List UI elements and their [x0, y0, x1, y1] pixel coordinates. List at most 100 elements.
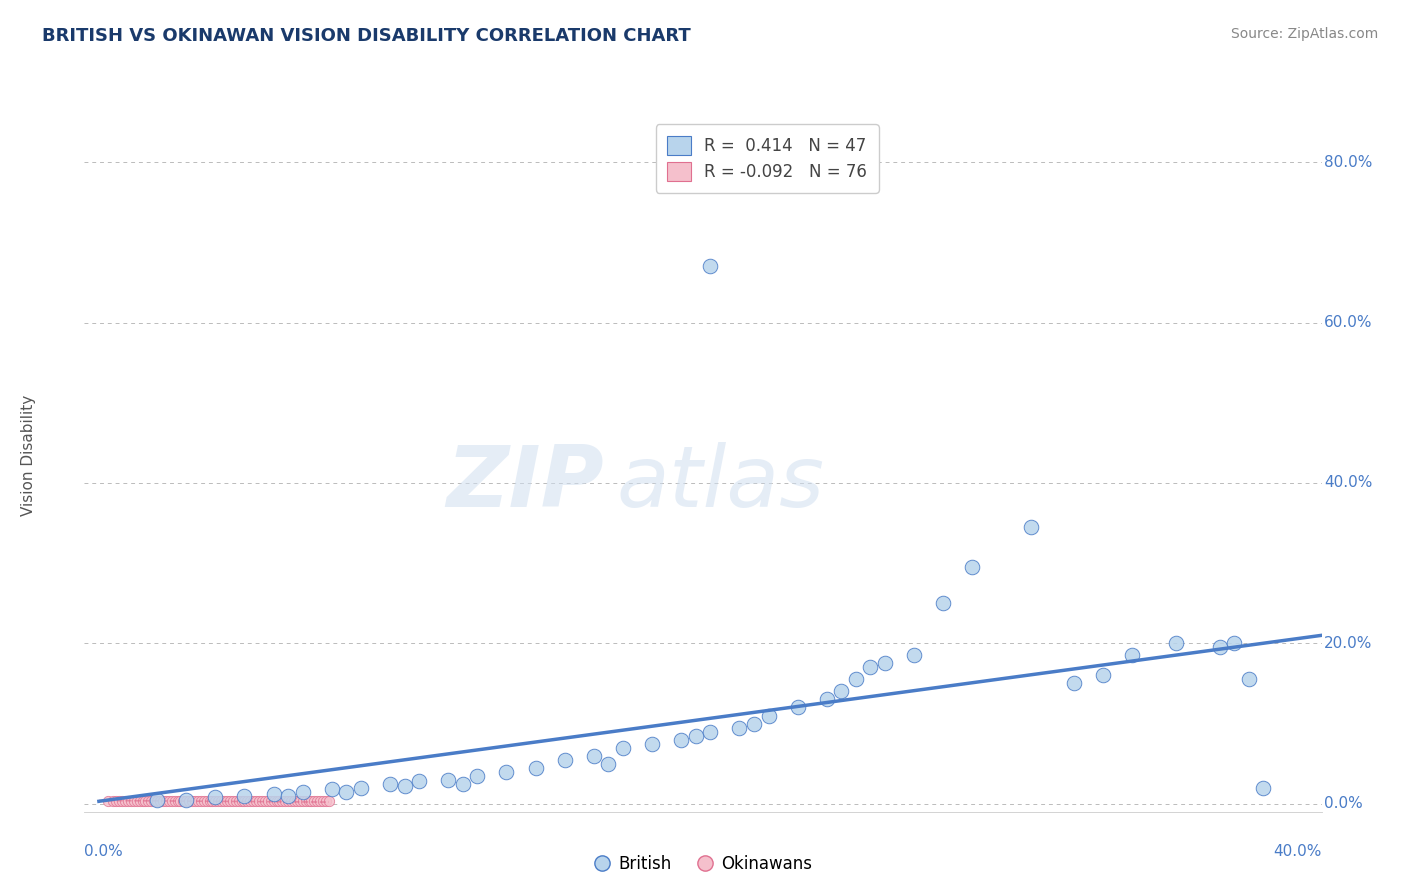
- Point: [166, 794, 188, 808]
- Point: [174, 793, 197, 807]
- Point: [97, 794, 120, 808]
- Point: [318, 794, 340, 808]
- Point: [962, 560, 984, 574]
- Point: [187, 794, 209, 808]
- Point: [212, 794, 235, 808]
- Point: [467, 769, 489, 783]
- Point: [179, 794, 201, 808]
- Point: [288, 794, 311, 808]
- Point: [554, 753, 576, 767]
- Point: [266, 794, 288, 808]
- Point: [160, 794, 183, 808]
- Point: [157, 794, 180, 808]
- Point: [297, 794, 319, 808]
- Point: [291, 785, 314, 799]
- Point: [1223, 636, 1246, 650]
- Point: [285, 794, 308, 808]
- Point: [263, 787, 285, 801]
- Point: [932, 596, 955, 610]
- Point: [1092, 668, 1115, 682]
- Point: [271, 794, 294, 808]
- Point: [250, 794, 273, 808]
- Point: [247, 794, 270, 808]
- Point: [378, 777, 401, 791]
- Text: 60.0%: 60.0%: [1324, 315, 1372, 330]
- Text: Source: ZipAtlas.com: Source: ZipAtlas.com: [1230, 27, 1378, 41]
- Point: [120, 794, 142, 808]
- Point: [335, 785, 357, 799]
- Point: [103, 794, 125, 808]
- Point: [242, 794, 264, 808]
- Point: [685, 729, 707, 743]
- Point: [1164, 636, 1187, 650]
- Point: [263, 794, 285, 808]
- Legend: British, Okinawans: British, Okinawans: [586, 848, 820, 880]
- Point: [209, 794, 232, 808]
- Point: [181, 794, 204, 808]
- Text: 40.0%: 40.0%: [1324, 475, 1372, 491]
- Point: [128, 794, 150, 808]
- Point: [256, 794, 278, 808]
- Point: [582, 748, 605, 763]
- Point: [742, 716, 765, 731]
- Point: [169, 794, 191, 808]
- Point: [641, 737, 664, 751]
- Point: [669, 732, 692, 747]
- Point: [233, 789, 256, 803]
- Point: [280, 794, 302, 808]
- Point: [699, 724, 721, 739]
- Text: 0.0%: 0.0%: [1324, 797, 1362, 811]
- Point: [233, 794, 256, 808]
- Point: [260, 794, 283, 808]
- Point: [274, 794, 297, 808]
- Point: [307, 794, 329, 808]
- Point: [146, 794, 169, 808]
- Point: [122, 794, 145, 808]
- Point: [105, 794, 128, 808]
- Point: [1237, 673, 1260, 687]
- Point: [437, 772, 460, 787]
- Point: [269, 794, 291, 808]
- Point: [253, 794, 276, 808]
- Point: [141, 794, 163, 808]
- Point: [245, 794, 267, 808]
- Point: [152, 794, 174, 808]
- Point: [222, 794, 245, 808]
- Text: Vision Disability: Vision Disability: [21, 394, 37, 516]
- Text: BRITISH VS OKINAWAN VISION DISABILITY CORRELATION CHART: BRITISH VS OKINAWAN VISION DISABILITY CO…: [42, 27, 690, 45]
- Point: [699, 260, 721, 274]
- Point: [143, 794, 166, 808]
- Point: [291, 794, 314, 808]
- Point: [859, 660, 882, 674]
- Text: 40.0%: 40.0%: [1274, 844, 1322, 859]
- Point: [758, 708, 780, 723]
- Point: [114, 794, 136, 808]
- Point: [155, 794, 177, 808]
- Point: [1209, 640, 1232, 655]
- Point: [815, 692, 838, 706]
- Point: [309, 794, 332, 808]
- Text: 20.0%: 20.0%: [1324, 636, 1372, 651]
- Point: [125, 794, 148, 808]
- Point: [301, 794, 323, 808]
- Text: atlas: atlas: [616, 442, 824, 525]
- Point: [163, 794, 186, 808]
- Point: [524, 761, 547, 775]
- Point: [1063, 676, 1085, 690]
- Point: [195, 794, 218, 808]
- Point: [184, 794, 207, 808]
- Point: [321, 782, 343, 797]
- Point: [239, 794, 262, 808]
- Point: [451, 777, 474, 791]
- Point: [131, 794, 153, 808]
- Point: [294, 794, 316, 808]
- Text: ZIP: ZIP: [446, 442, 605, 525]
- Point: [304, 794, 326, 808]
- Text: 80.0%: 80.0%: [1324, 155, 1372, 169]
- Point: [149, 794, 172, 808]
- Point: [190, 794, 212, 808]
- Point: [146, 793, 169, 807]
- Point: [225, 794, 247, 808]
- Point: [204, 790, 226, 805]
- Point: [830, 684, 852, 698]
